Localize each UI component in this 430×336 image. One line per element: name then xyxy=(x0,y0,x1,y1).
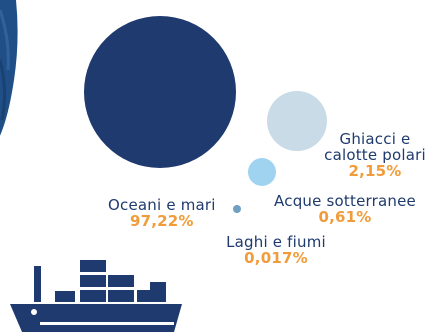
label-ground-value: 0,61% xyxy=(318,208,372,226)
label-oceans: Oceani e mari 97,22% xyxy=(108,197,216,229)
label-ground-name: Acque sotterranee xyxy=(274,192,416,210)
label-ground: Acque sotterranee 0,61% xyxy=(265,193,425,225)
bubble-ground xyxy=(248,158,276,186)
label-lakes-value: 0,017% xyxy=(244,249,308,267)
label-lakes: Laghi e fiumi 0,017% xyxy=(216,234,336,266)
label-ice-value: 2,15% xyxy=(348,162,402,180)
cargo-ship-icon xyxy=(10,260,182,332)
bubble-ice xyxy=(267,91,327,151)
globe-edge-icon xyxy=(0,0,18,140)
label-ice-name1: Ghiacci e xyxy=(339,130,411,148)
label-oceans-value: 97,22% xyxy=(129,212,194,230)
bubble-oceans xyxy=(84,16,236,168)
bubble-lakes xyxy=(233,205,241,213)
label-oceans-name: Oceani e mari xyxy=(108,196,216,214)
label-lakes-name: Laghi e fiumi xyxy=(226,233,326,251)
label-ice: Ghiacci e calotte polari 2,15% xyxy=(320,131,430,179)
bubbles-group xyxy=(84,16,327,213)
label-ice-name2: calotte polari xyxy=(324,146,426,164)
